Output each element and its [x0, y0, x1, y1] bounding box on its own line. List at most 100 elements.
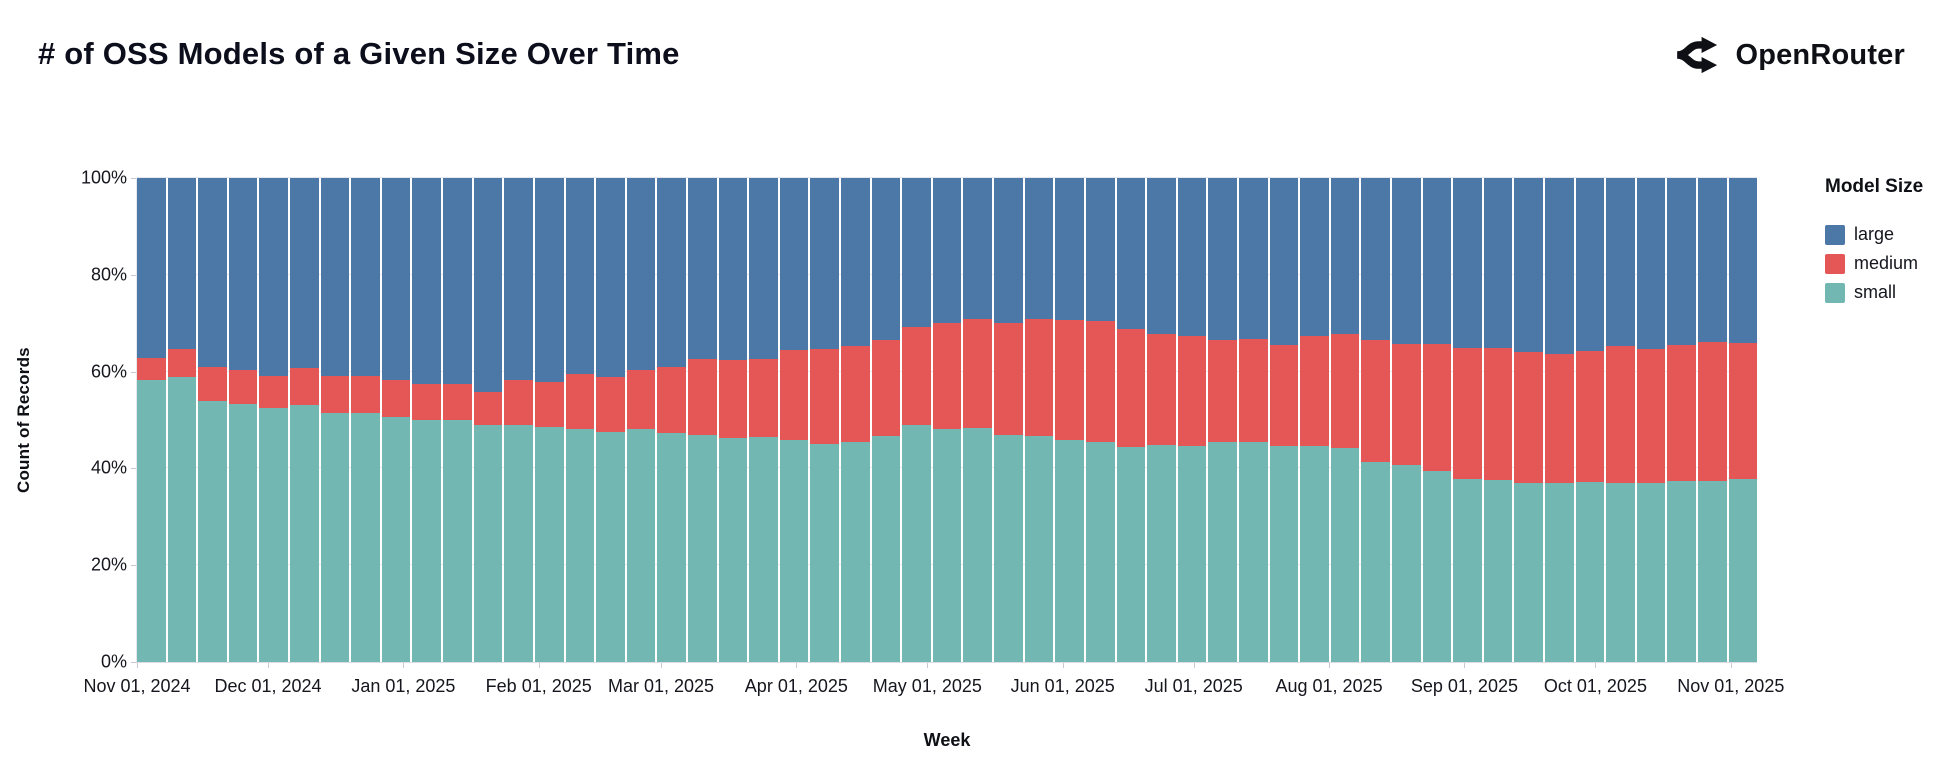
bar-segment-small[interactable] [932, 428, 962, 662]
bar-segment-large[interactable] [1238, 178, 1268, 340]
bar-segment-medium[interactable] [1177, 336, 1207, 447]
bar-segment-small[interactable] [320, 413, 350, 662]
bar-segment-large[interactable] [1698, 178, 1727, 343]
legend-item-medium[interactable]: medium [1825, 249, 1945, 278]
bar-segment-medium[interactable] [167, 349, 197, 378]
bar-segment-small[interactable] [443, 419, 472, 662]
bar-segment-small[interactable] [1238, 442, 1268, 662]
bar-segment-large[interactable] [994, 178, 1023, 324]
bar-segment-medium[interactable] [1514, 351, 1544, 483]
bar-segment-small[interactable] [1728, 478, 1758, 662]
bar-segment-large[interactable] [412, 178, 442, 384]
bar-segment-medium[interactable] [381, 380, 411, 417]
bar-segment-large[interactable] [1391, 178, 1421, 345]
bar-segment-small[interactable] [871, 436, 901, 662]
bar-segment-small[interactable] [1085, 442, 1115, 662]
bar-segment-large[interactable] [1116, 178, 1146, 329]
bar-segment-small[interactable] [259, 407, 289, 662]
bar-segment-small[interactable] [534, 426, 564, 662]
bar-segment-medium[interactable] [871, 340, 901, 437]
bar-segment-large[interactable] [290, 178, 319, 368]
bar-segment-large[interactable] [534, 178, 564, 383]
bar-segment-medium[interactable] [290, 367, 319, 405]
bar-segment-medium[interactable] [718, 360, 748, 438]
bar-segment-medium[interactable] [473, 392, 503, 425]
bar-segment-medium[interactable] [259, 376, 289, 408]
bar-segment-medium[interactable] [1545, 353, 1574, 484]
bar-segment-large[interactable] [871, 178, 901, 341]
bar-segment-large[interactable] [473, 178, 503, 393]
bar-segment-small[interactable] [1055, 439, 1084, 662]
bar-segment-medium[interactable] [1728, 342, 1758, 479]
bar-segment-large[interactable] [320, 178, 350, 376]
bar-segment-large[interactable] [198, 178, 227, 367]
bar-segment-large[interactable] [749, 178, 778, 360]
bar-segment-medium[interactable] [1667, 344, 1697, 481]
bar-segment-large[interactable] [932, 178, 962, 323]
bar-segment-small[interactable] [902, 425, 931, 662]
bar-segment-medium[interactable] [994, 323, 1023, 436]
bar-segment-small[interactable] [1606, 482, 1635, 662]
bar-segment-large[interactable] [504, 178, 533, 380]
bar-segment-small[interactable] [1208, 442, 1237, 662]
bar-segment-large[interactable] [1453, 178, 1482, 349]
bar-segment-large[interactable] [137, 178, 166, 359]
bar-segment-medium[interactable] [1238, 339, 1268, 443]
bar-segment-small[interactable] [1483, 479, 1513, 662]
bar-segment-medium[interactable] [443, 383, 472, 420]
bar-segment-medium[interactable] [626, 370, 656, 429]
bar-segment-large[interactable] [1024, 178, 1054, 320]
bar-segment-medium[interactable] [1391, 344, 1421, 465]
bar-segment-small[interactable] [198, 400, 227, 662]
bar-segment-small[interactable] [1330, 447, 1360, 662]
bar-segment-small[interactable] [137, 380, 166, 662]
bar-segment-medium[interactable] [1147, 333, 1176, 446]
bar-segment-small[interactable] [290, 404, 319, 662]
bar-segment-medium[interactable] [1453, 348, 1482, 479]
bar-segment-large[interactable] [259, 178, 289, 377]
bar-segment-large[interactable] [443, 178, 472, 384]
bar-segment-medium[interactable] [1269, 345, 1299, 447]
bar-segment-medium[interactable] [779, 349, 809, 441]
bar-segment-medium[interactable] [351, 375, 380, 414]
bar-segment-medium[interactable] [228, 369, 258, 404]
bar-segment-medium[interactable] [902, 327, 931, 426]
bar-segment-small[interactable] [1422, 471, 1452, 662]
bar-segment-small[interactable] [167, 377, 197, 662]
bar-segment-medium[interactable] [412, 383, 442, 420]
bar-segment-medium[interactable] [137, 358, 166, 381]
bar-segment-medium[interactable] [1300, 336, 1329, 447]
bar-segment-small[interactable] [228, 403, 258, 662]
bar-segment-small[interactable] [718, 437, 748, 662]
bar-segment-small[interactable] [596, 432, 625, 662]
bar-segment-large[interactable] [1575, 178, 1605, 351]
bar-segment-large[interactable] [657, 178, 686, 367]
bar-segment-large[interactable] [565, 178, 595, 375]
bar-segment-medium[interactable] [932, 322, 962, 429]
bar-segment-medium[interactable] [1606, 346, 1635, 483]
bar-segment-medium[interactable] [534, 382, 564, 427]
bar-segment-large[interactable] [228, 178, 258, 370]
bar-segment-small[interactable] [963, 427, 993, 662]
bar-segment-small[interactable] [381, 416, 411, 662]
bar-segment-large[interactable] [1606, 178, 1635, 347]
bar-segment-large[interactable] [1361, 178, 1390, 340]
bar-segment-large[interactable] [902, 178, 931, 328]
bar-segment-large[interactable] [810, 178, 840, 350]
bar-segment-small[interactable] [351, 413, 380, 662]
bar-segment-small[interactable] [1667, 480, 1697, 662]
bar-segment-small[interactable] [1300, 446, 1329, 662]
bar-segment-medium[interactable] [1208, 340, 1237, 443]
bar-segment-small[interactable] [1024, 436, 1054, 662]
bar-segment-small[interactable] [1636, 482, 1666, 662]
bar-segment-large[interactable] [1300, 178, 1329, 337]
bar-segment-small[interactable] [1361, 462, 1390, 662]
bar-segment-large[interactable] [718, 178, 748, 361]
bar-segment-medium[interactable] [1116, 328, 1146, 448]
bar-segment-large[interactable] [1728, 178, 1758, 343]
bar-segment-large[interactable] [1085, 178, 1115, 322]
bar-segment-large[interactable] [963, 178, 993, 320]
bar-segment-large[interactable] [1208, 178, 1237, 341]
bar-segment-small[interactable] [1453, 478, 1482, 662]
bar-segment-medium[interactable] [1361, 339, 1390, 463]
